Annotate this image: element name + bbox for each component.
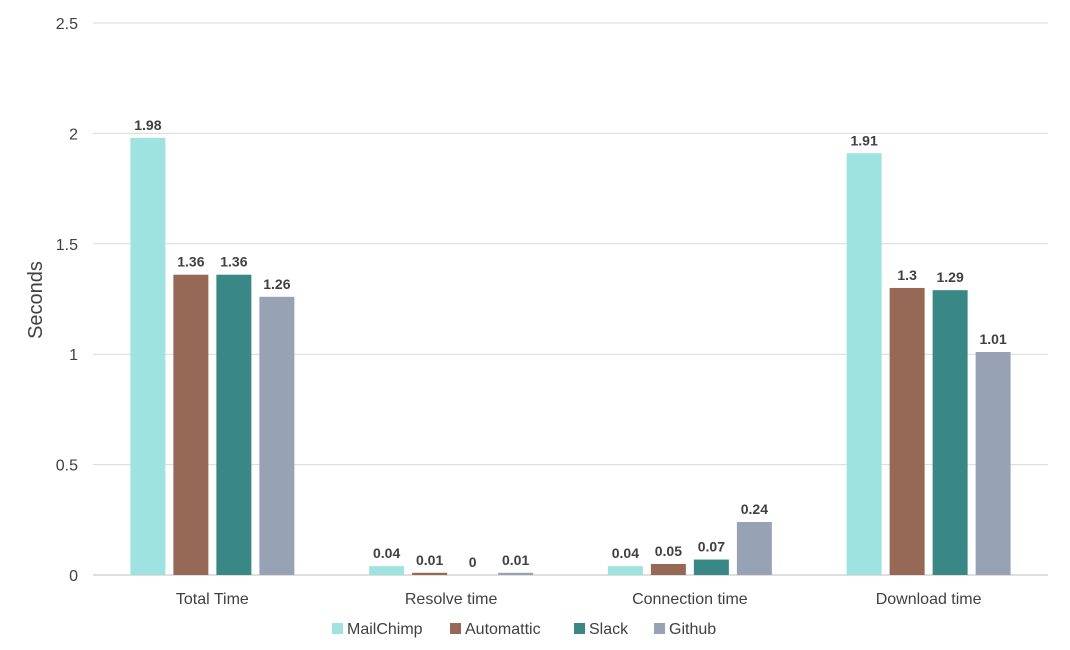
data-label: 1.01 xyxy=(980,331,1007,347)
x-category-label: Download time xyxy=(876,591,982,608)
legend-swatch xyxy=(450,623,461,634)
data-label: 1.3 xyxy=(897,267,917,283)
y-tick-label: 1.5 xyxy=(56,237,78,254)
bar-slack-3 xyxy=(932,290,968,575)
x-category-label: Resolve time xyxy=(405,591,498,608)
bar-mailchimp-3 xyxy=(846,153,882,575)
data-label: 1.36 xyxy=(177,254,204,270)
data-label: 0.04 xyxy=(612,545,639,561)
bar-automattic-1 xyxy=(412,572,448,575)
data-label: 0.04 xyxy=(373,545,400,561)
legend-swatch xyxy=(574,623,585,634)
legend-swatch xyxy=(654,623,665,634)
bar-github-2 xyxy=(736,522,772,575)
y-tick-label: 0 xyxy=(69,568,78,585)
legend-label: MailChimp xyxy=(347,621,423,638)
x-category-label: Connection time xyxy=(632,591,748,608)
data-label: 0.24 xyxy=(741,501,768,517)
bar-automattic-2 xyxy=(650,563,686,575)
data-label: 0.07 xyxy=(698,539,725,555)
y-tick-label: 0.5 xyxy=(56,458,78,475)
legend-item-automattic: Automattic xyxy=(450,621,541,638)
data-label: 1.29 xyxy=(937,269,964,285)
bars xyxy=(130,137,1011,576)
legend-label: Automattic xyxy=(465,621,541,638)
y-tick-label: 1 xyxy=(69,347,78,364)
data-label: 1.98 xyxy=(134,117,161,133)
data-label: 0.05 xyxy=(655,543,682,559)
data-label: 1.36 xyxy=(220,254,247,270)
legend-item-mailchimp: MailChimp xyxy=(332,621,423,638)
x-axis-categories: Total Time Resolve time Connection time Dow… xyxy=(176,591,982,608)
y-axis-title: Seconds xyxy=(25,261,47,339)
data-label: 0 xyxy=(469,554,477,570)
data-label: 0.01 xyxy=(502,552,529,568)
legend-item-github: Github xyxy=(654,621,716,638)
bar-slack-0 xyxy=(216,274,252,575)
bar-automattic-3 xyxy=(889,287,925,575)
grid-lines xyxy=(93,22,1048,576)
bar-mailchimp-2 xyxy=(607,566,643,575)
legend-item-slack: Slack xyxy=(574,621,629,638)
bar-github-1 xyxy=(498,572,534,575)
bar-github-3 xyxy=(975,351,1011,575)
y-axis-ticks: 0 0.5 1 1.5 2 2.5 xyxy=(56,16,78,585)
data-label: 1.91 xyxy=(851,132,878,148)
legend: MailChimp Automattic Slack Github xyxy=(332,621,716,638)
bar-github-0 xyxy=(259,296,295,575)
y-tick-label: 2.5 xyxy=(56,16,78,33)
bar-slack-2 xyxy=(693,559,729,575)
data-label: 1.26 xyxy=(263,276,290,292)
legend-label: Github xyxy=(669,621,716,638)
bar-mailchimp-1 xyxy=(369,566,405,575)
data-label: 0.01 xyxy=(416,552,443,568)
y-tick-label: 2 xyxy=(69,126,78,143)
legend-label: Slack xyxy=(589,621,629,638)
bar-mailchimp-0 xyxy=(130,137,166,576)
data-labels: 1.98 1.36 1.36 1.26 0.04 0.01 0 0.01 0.04 0.05 0.0… xyxy=(134,117,1007,570)
legend-swatch xyxy=(332,623,343,634)
x-category-label: Total Time xyxy=(176,591,249,608)
bar-automattic-0 xyxy=(173,274,209,575)
